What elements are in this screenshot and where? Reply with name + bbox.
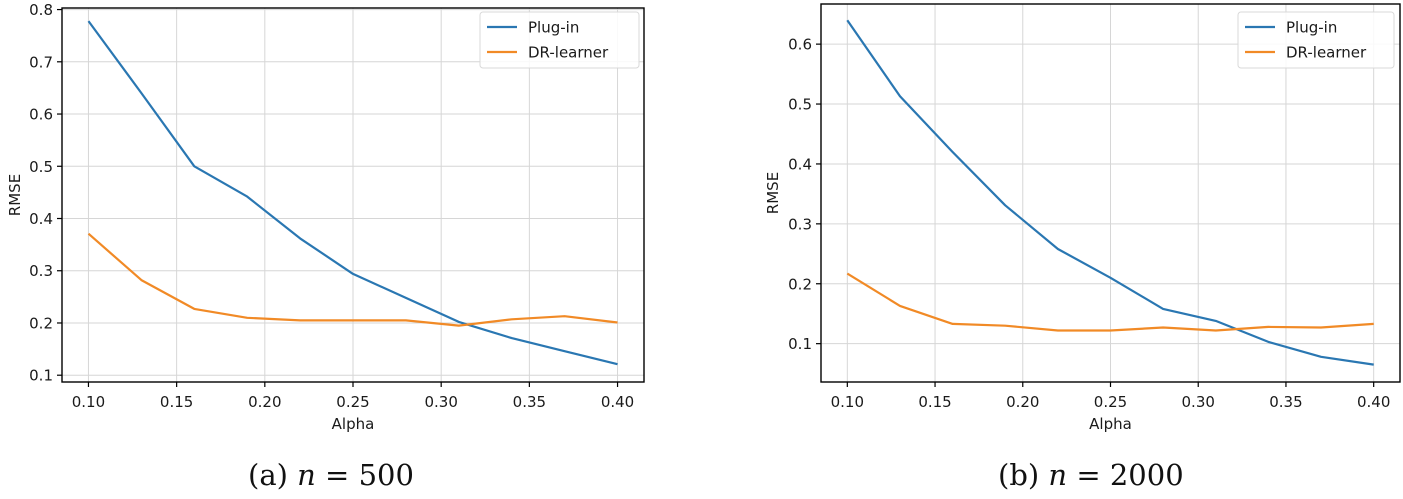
x-tick-label: 0.20 <box>248 393 281 411</box>
y-tick-label: 0.1 <box>788 335 812 353</box>
legend: Plug-in DR-learner <box>479 11 640 69</box>
x-tick-label: 0.15 <box>918 393 951 411</box>
caption-b-var: n <box>1048 458 1068 492</box>
chart-a: 0.10 0.15 0.20 0.25 0.30 0.35 0.40 0.1 0.2 0.3 0.4… <box>6 1 645 433</box>
y-axis-label: RMSE <box>764 172 782 214</box>
caption-a-op: = <box>325 458 350 492</box>
caption-a-label: (a) <box>248 458 288 492</box>
series-line-plugin <box>846 19 1374 366</box>
x-tick-label: 0.35 <box>513 393 546 411</box>
legend-label-plugin: Plug-in <box>528 19 579 37</box>
caption-b: (b) n = 2000 <box>998 458 1184 492</box>
y-tick-label: 0.5 <box>29 158 53 176</box>
x-tick-label: 0.25 <box>336 393 369 411</box>
y-axis-label: RMSE <box>6 174 24 216</box>
legend: Plug-in DR-learner <box>1237 11 1395 69</box>
x-tick-label: 0.15 <box>160 393 193 411</box>
x-axis-label: Alpha <box>332 415 375 433</box>
y-axis: 0.1 0.2 0.3 0.4 0.5 0.6 0.7 0.8 <box>29 1 644 385</box>
y-tick-label: 0.2 <box>788 275 812 293</box>
caption-a: (a) n = 500 <box>248 458 414 492</box>
x-axis-label: Alpha <box>1089 415 1132 433</box>
plot-frame <box>820 3 1401 383</box>
series-line-dr-learner <box>846 272 1374 332</box>
x-tick-label: 0.10 <box>72 393 105 411</box>
y-tick-label: 0.5 <box>788 96 812 114</box>
x-tick-label: 0.30 <box>1182 393 1215 411</box>
x-tick-label: 0.25 <box>1094 393 1127 411</box>
x-tick-label: 0.40 <box>1357 393 1390 411</box>
caption-b-label: (b) <box>998 458 1040 492</box>
y-tick-label: 0.7 <box>29 53 53 71</box>
y-tick-label: 0.4 <box>29 210 53 228</box>
x-tick-label: 0.35 <box>1269 393 1302 411</box>
legend-label-plugin: Plug-in <box>1286 19 1337 37</box>
x-tick-label: 0.30 <box>424 393 457 411</box>
x-axis: 0.10 0.15 0.20 0.25 0.30 0.35 0.40 <box>831 4 1390 411</box>
legend-box <box>479 11 640 69</box>
x-axis: 0.10 0.15 0.20 0.25 0.30 0.35 0.40 <box>72 8 634 411</box>
y-tick-label: 0.6 <box>29 106 53 124</box>
legend-label-dr-learner: DR-learner <box>1286 44 1367 62</box>
y-tick-label: 0.4 <box>788 155 812 173</box>
x-tick-label: 0.20 <box>1006 393 1039 411</box>
y-tick-label: 0.3 <box>788 215 812 233</box>
y-tick-label: 0.1 <box>29 367 53 385</box>
legend-box <box>1237 11 1395 69</box>
legend-label-dr-learner: DR-learner <box>528 44 609 62</box>
caption-b-op: = <box>1076 458 1101 492</box>
caption-b-val: 2000 <box>1109 458 1184 492</box>
series-line-plugin <box>87 20 618 366</box>
y-axis: 0.1 0.2 0.3 0.4 0.5 0.6 <box>788 36 1400 353</box>
x-tick-label: 0.40 <box>601 393 634 411</box>
chart-b: 0.10 0.15 0.20 0.25 0.30 0.35 0.40 0.1 0.2 0.3 0.4… <box>764 3 1401 433</box>
series-line-dr-learner <box>87 232 618 327</box>
y-tick-label: 0.2 <box>29 314 53 332</box>
y-tick-label: 0.8 <box>29 1 53 19</box>
caption-a-var: n <box>297 458 316 492</box>
y-tick-label: 0.6 <box>788 36 812 54</box>
y-tick-label: 0.3 <box>29 262 53 280</box>
plot-frame <box>61 7 645 383</box>
caption-a-val: 500 <box>358 458 414 492</box>
x-tick-label: 0.10 <box>831 393 864 411</box>
